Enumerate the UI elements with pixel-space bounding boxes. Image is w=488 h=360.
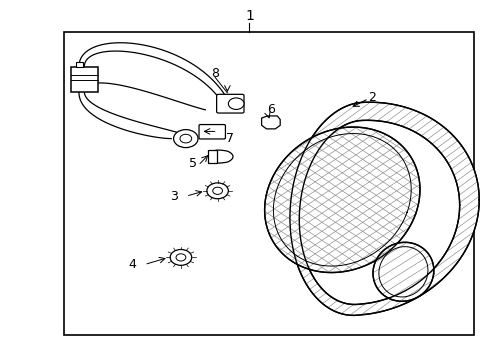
Circle shape bbox=[176, 254, 185, 261]
Text: 4: 4 bbox=[128, 258, 136, 271]
Text: 8: 8 bbox=[211, 67, 219, 80]
Text: 2: 2 bbox=[367, 91, 375, 104]
Bar bbox=[63, 32, 473, 335]
FancyBboxPatch shape bbox=[199, 125, 225, 139]
Text: 7: 7 bbox=[225, 132, 233, 145]
Bar bbox=[207, 150, 216, 163]
Circle shape bbox=[212, 187, 222, 194]
Polygon shape bbox=[299, 120, 459, 305]
Circle shape bbox=[206, 183, 228, 199]
Bar bbox=[71, 67, 98, 92]
Polygon shape bbox=[372, 242, 433, 301]
Circle shape bbox=[170, 249, 191, 265]
Text: 6: 6 bbox=[267, 103, 275, 116]
Circle shape bbox=[173, 130, 198, 148]
Text: 3: 3 bbox=[169, 190, 177, 203]
Polygon shape bbox=[289, 102, 478, 315]
Circle shape bbox=[180, 134, 191, 143]
Polygon shape bbox=[261, 116, 280, 129]
Polygon shape bbox=[264, 127, 419, 273]
FancyBboxPatch shape bbox=[216, 94, 244, 113]
Text: 1: 1 bbox=[244, 9, 253, 23]
Bar bbox=[76, 62, 83, 67]
Circle shape bbox=[228, 98, 244, 109]
Polygon shape bbox=[213, 150, 233, 163]
Text: 5: 5 bbox=[189, 157, 197, 170]
